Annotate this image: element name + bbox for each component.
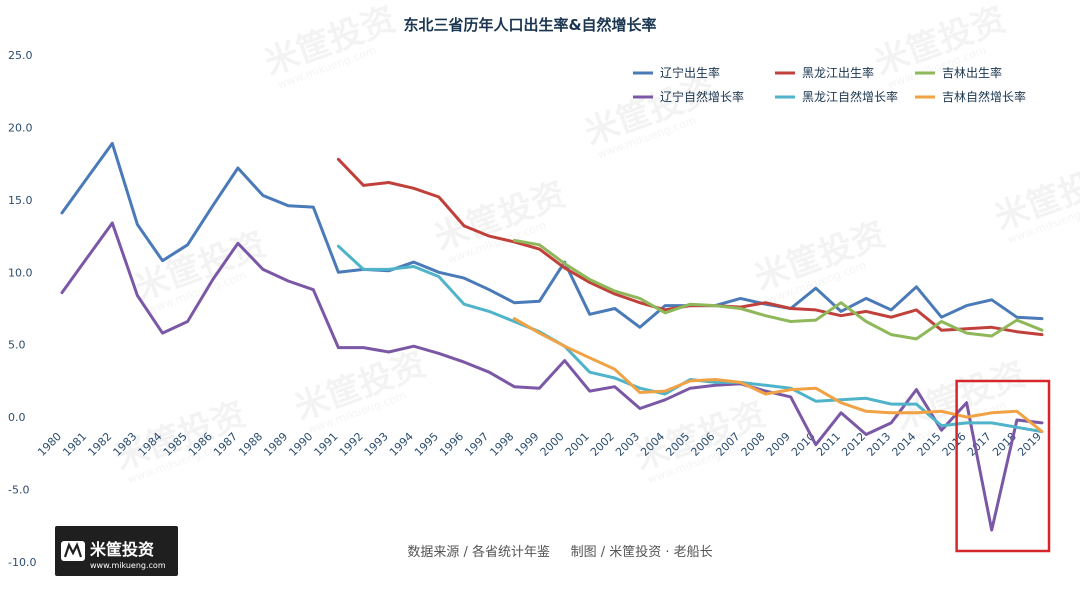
x-tick-label: 1995 xyxy=(412,430,441,459)
series-line-3 xyxy=(512,238,1044,341)
x-tick-label: 2019 xyxy=(1015,430,1044,459)
chart-title: 东北三省历年人口出生率&自然增长率 xyxy=(403,16,656,34)
x-tick-label: 2017 xyxy=(965,430,994,459)
x-tick-label: 1999 xyxy=(513,430,542,459)
y-tick-label: 20.0 xyxy=(8,121,33,134)
x-tick-label: 1998 xyxy=(487,430,516,459)
legend-item-4[interactable]: 辽宁自然增长率 xyxy=(633,89,744,104)
x-tick-label: 1980 xyxy=(35,430,64,459)
brand-logo: 米筐投资 www.mikueng.com xyxy=(55,526,178,576)
y-tick-label: -5.0 xyxy=(8,484,29,497)
y-axis: 25.0 20.0 15.0 10.0 5.0 0.0 -5.0 -10.0 xyxy=(8,49,36,569)
series-line-1 xyxy=(60,141,1044,329)
x-tick-label: 1981 xyxy=(60,430,89,459)
x-tick-label: 2010 xyxy=(789,430,818,459)
brand-mark-icon xyxy=(61,541,85,561)
y-tick-label: 10.0 xyxy=(8,266,33,279)
legend-item-1[interactable]: 辽宁出生率 xyxy=(633,65,720,80)
brand-url: www.mikueng.com xyxy=(90,561,166,570)
legend-item-2[interactable]: 黑龙江出生率 xyxy=(775,65,874,80)
brand-name: 米筐投资 xyxy=(90,540,154,559)
series-line-4 xyxy=(60,221,1044,532)
x-tick-label: 2016 xyxy=(940,430,969,459)
x-tick-label: 2002 xyxy=(588,430,617,459)
legend-item-3[interactable]: 吉林出生率 xyxy=(915,65,1002,80)
legend-item-6[interactable]: 吉林自然增长率 xyxy=(915,89,1026,104)
x-tick-label: 1994 xyxy=(387,430,416,459)
legend-item-5[interactable]: 黑龙江自然增长率 xyxy=(775,89,898,104)
x-tick-label: 2001 xyxy=(563,430,592,459)
x-tick-label: 1996 xyxy=(437,430,466,459)
legend-label: 吉林自然增长率 xyxy=(942,89,1026,104)
source-note: 数据来源 / 各省统计年鉴 制图 / 米筐投资 · 老船长 xyxy=(407,544,712,560)
x-tick-label: 1989 xyxy=(261,430,290,459)
x-tick-label: 1992 xyxy=(337,430,366,459)
legend-label: 辽宁出生率 xyxy=(660,65,720,80)
y-tick-label: -10.0 xyxy=(8,556,36,569)
series-line-6 xyxy=(512,317,1044,434)
x-tick-label: 2011 xyxy=(814,430,843,459)
legend-label: 吉林出生率 xyxy=(942,65,1002,80)
highlight-box-2016-2019 xyxy=(955,379,1051,553)
legend-label: 辽宁自然增长率 xyxy=(660,89,744,104)
series-lines xyxy=(60,141,1044,532)
x-tick-label: 1993 xyxy=(362,430,391,459)
y-tick-label: 0.0 xyxy=(8,411,26,424)
y-tick-label: 15.0 xyxy=(8,194,33,207)
y-tick-label: 5.0 xyxy=(8,339,26,352)
x-tick-label: 1997 xyxy=(462,430,491,459)
x-tick-label: 2009 xyxy=(764,430,793,459)
x-tick-label: 2000 xyxy=(538,430,567,459)
brand-logo-background xyxy=(55,526,178,576)
y-tick-label: 25.0 xyxy=(8,49,33,62)
legend-label: 黑龙江自然增长率 xyxy=(802,89,898,104)
legend-label: 黑龙江出生率 xyxy=(802,65,874,80)
